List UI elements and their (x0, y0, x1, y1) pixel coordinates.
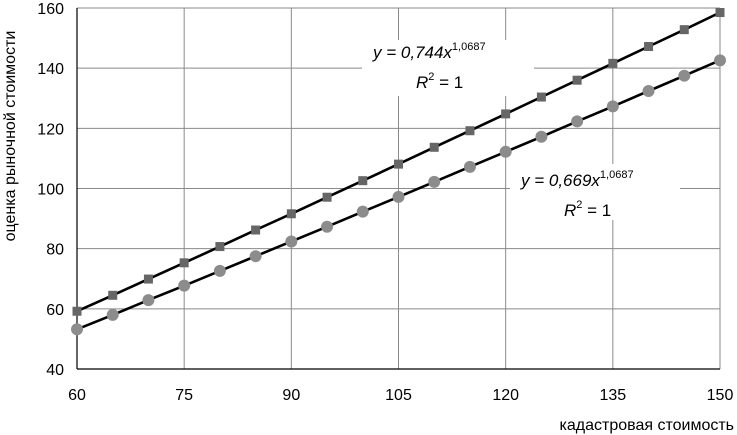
data-point-circle (213, 264, 226, 277)
y-tick-label: 80 (46, 242, 64, 259)
data-point-circle (71, 323, 83, 336)
r2-lower-prefix: R (564, 201, 576, 220)
data-point-square (429, 142, 439, 152)
data-point-circle (678, 69, 691, 82)
equation-box-upper (362, 40, 534, 96)
data-point-square (143, 274, 153, 284)
data-point-square (215, 242, 225, 252)
data-point-circle (321, 220, 334, 233)
data-point-square (501, 109, 511, 119)
equation-upper: y = 0,744x1,0687 (372, 41, 486, 62)
data-point-square (322, 192, 332, 202)
data-point-square (251, 225, 261, 235)
data-point-square (715, 8, 725, 18)
x-tick-label: 150 (707, 387, 734, 404)
data-point-circle (535, 130, 548, 143)
y-tick-label: 60 (46, 302, 64, 319)
r2-lower-suffix: = 1 (582, 201, 611, 220)
y-axis-label: оценка рыночной стоимости (2, 31, 19, 242)
y-tick-label: 140 (37, 61, 64, 78)
data-point-circle (642, 85, 655, 98)
x-tick-label: 75 (175, 387, 193, 404)
y-tick-label: 160 (37, 1, 64, 18)
data-point-circle (178, 279, 191, 292)
r2-upper-exp: 2 (428, 71, 434, 83)
r2-lower: R2 = 1 (564, 199, 611, 220)
data-point-square (358, 176, 368, 186)
x-tick-label: 120 (492, 387, 519, 404)
data-point-circle (571, 115, 584, 128)
data-point-circle (499, 145, 512, 158)
data-point-square (679, 25, 689, 35)
y-tick-label: 120 (37, 121, 64, 138)
data-point-square (536, 92, 546, 102)
data-point-square (465, 126, 475, 136)
equation-lower-exponent: 1,0687 (600, 169, 634, 181)
r2-upper-suffix: = 1 (434, 73, 463, 92)
r2-upper-prefix: R (416, 73, 428, 92)
x-tick-label: 105 (385, 387, 412, 404)
y-tick-label: 100 (37, 182, 64, 199)
data-point-square (108, 290, 118, 300)
data-point-circle (714, 54, 726, 67)
y-tick-label: 40 (46, 362, 64, 379)
equation-upper-exponent: 1,0687 (452, 41, 486, 53)
data-point-square (608, 58, 618, 68)
x-axis-label: кадастровая стоимость (560, 417, 734, 434)
equation-lower-prefix: y = 0,669x (520, 171, 600, 190)
data-point-circle (463, 160, 476, 173)
data-point-square (572, 75, 582, 85)
data-point-square (394, 159, 403, 169)
data-point-circle (142, 294, 155, 307)
data-point-circle (606, 100, 619, 113)
x-tick-label: 90 (282, 387, 300, 404)
data-point-square (72, 306, 82, 316)
data-points (71, 8, 726, 336)
data-point-circle (428, 175, 441, 188)
equation-lower: y = 0,669x1,0687 (520, 169, 634, 190)
data-point-circle (285, 235, 298, 248)
data-point-circle (106, 308, 119, 321)
data-point-circle (356, 205, 369, 218)
x-tick-label: 60 (68, 387, 86, 404)
equation-upper-prefix: y = 0,744x (372, 43, 452, 62)
data-point-circle (392, 190, 405, 203)
r2-lower-exp: 2 (576, 199, 582, 211)
data-point-square (286, 209, 296, 219)
data-point-square (644, 42, 654, 52)
x-tick-label: 135 (599, 387, 626, 404)
r2-upper: R2 = 1 (416, 71, 463, 92)
data-point-circle (249, 250, 262, 263)
data-point-square (179, 258, 189, 268)
equation-box-lower (510, 164, 680, 220)
